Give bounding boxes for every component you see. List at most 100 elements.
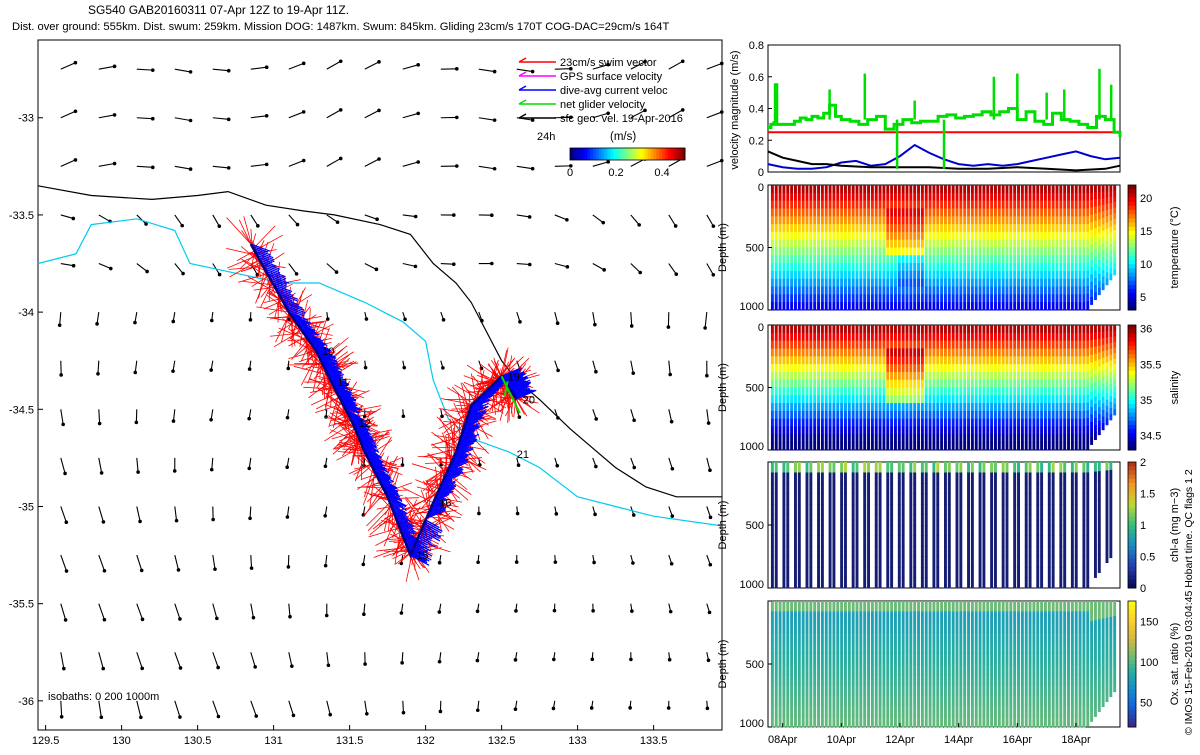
section-cell (913, 388, 916, 396)
section-cell (798, 216, 801, 224)
section-cell (940, 325, 943, 333)
section-cell (1079, 224, 1082, 232)
section-cell (809, 193, 812, 201)
section-cell (813, 372, 816, 380)
section-cell (990, 403, 993, 411)
section-cell (956, 294, 959, 302)
section-cell (994, 294, 997, 302)
section-cell (879, 216, 882, 224)
section-cell (929, 341, 932, 349)
section-cell (871, 348, 874, 356)
section-cell (994, 185, 997, 193)
section-cell (813, 287, 816, 295)
geo-vector-head (339, 59, 343, 63)
section-cell (840, 271, 843, 279)
section-cell (782, 224, 785, 232)
section-cell (932, 201, 935, 209)
section-cell (1067, 193, 1070, 201)
section-cell (929, 263, 932, 271)
section-cell (898, 294, 901, 302)
geo-vector-head (139, 716, 143, 720)
section-cell (1059, 224, 1062, 232)
section-cell (1006, 372, 1009, 380)
section-cell (1032, 201, 1035, 209)
section-cell (798, 185, 801, 193)
section-cell (1063, 216, 1066, 224)
section-cell (859, 248, 862, 256)
geo-vector-head (440, 414, 444, 418)
section-cell (832, 388, 835, 396)
geo-vector-head (438, 610, 442, 614)
section-cell (979, 403, 982, 411)
section-cell (944, 395, 947, 403)
section-cell (802, 263, 805, 271)
section-cell (1017, 185, 1020, 193)
geo-vector-head (248, 367, 252, 371)
section-ylabel: Depth (m) (717, 223, 729, 272)
colorbar-tick: 20 (1140, 193, 1152, 205)
section-cell (936, 419, 939, 427)
section-cell (871, 302, 874, 310)
section-cell (982, 208, 985, 216)
section-cell (852, 341, 855, 349)
section-cell (994, 325, 997, 333)
section-cell (902, 325, 905, 333)
section-cell (1086, 302, 1089, 310)
section-cell (959, 372, 962, 380)
section-cell (909, 240, 912, 248)
section-cell (871, 395, 874, 403)
section-cell (786, 216, 789, 224)
colorbar-tick: 10 (1140, 259, 1152, 271)
day-label: 10 (322, 346, 334, 358)
section-cell (867, 302, 870, 310)
section-cell (894, 185, 897, 193)
section-cell (1075, 255, 1078, 263)
section-cell (840, 434, 843, 442)
section-cell (963, 279, 966, 287)
section-cell (952, 201, 955, 209)
section-cell (882, 224, 885, 232)
geo-vector-head (514, 707, 518, 711)
geo-vector-head (247, 467, 251, 471)
section-cell (1098, 288, 1101, 295)
section-cell (1029, 255, 1032, 263)
section-cell (806, 364, 809, 372)
section-cell (1052, 193, 1055, 201)
section-cell (971, 364, 974, 372)
section-cell (1017, 193, 1020, 201)
section-cell (829, 388, 832, 396)
section-cell (894, 263, 897, 271)
section-colorbar-cell (1128, 227, 1136, 232)
section-cell (825, 287, 828, 295)
geo-vector-head (62, 667, 66, 671)
section-cell (832, 240, 835, 248)
section-cell (813, 271, 816, 279)
section-cell (959, 201, 962, 209)
section-cell (825, 208, 828, 216)
section-cell (1086, 208, 1089, 216)
section-cell (852, 419, 855, 427)
geo-vector-head (400, 661, 404, 665)
section-cell (809, 325, 812, 333)
section-cell (913, 434, 916, 442)
section-cell (863, 434, 866, 442)
section-cell (990, 395, 993, 403)
section-cell (794, 341, 797, 349)
colorbar-cell (639, 148, 642, 160)
section-cell (879, 193, 882, 201)
section-cell (1002, 380, 1005, 388)
section-cell (886, 442, 889, 450)
section-cell (1032, 248, 1035, 256)
section-cell (856, 364, 859, 372)
section-cell (963, 434, 966, 442)
geo-vector-head (65, 520, 69, 524)
section-cell (825, 411, 828, 419)
section-cell (890, 287, 893, 295)
section-cell (1002, 411, 1005, 419)
section-cell (779, 271, 782, 279)
section-cell (1044, 302, 1047, 310)
section-cell (806, 325, 809, 333)
section-cell (956, 356, 959, 364)
section-cell (856, 208, 859, 216)
section-cell (917, 388, 920, 396)
